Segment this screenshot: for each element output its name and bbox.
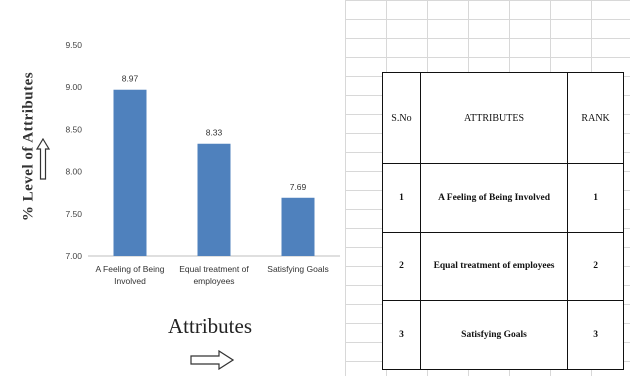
cell-rank: 2: [567, 231, 624, 302]
y-tick-label: 7.00: [65, 251, 82, 261]
y-tick-label: 9.50: [65, 40, 82, 50]
data-label: 8.97: [122, 74, 139, 84]
table-row: 1 A Feeling of Being Involved 1: [382, 163, 624, 233]
bar-chart: 7.00 7.50 8.00 8.50 9.00 9.50 8.97 A Feeling of…: [65, 40, 340, 286]
table-row: 2 Equal treatment of employees 2: [382, 231, 624, 302]
cell-rank: 1: [567, 163, 624, 233]
y-tick-label: 8.00: [65, 167, 82, 177]
table-row: 3 Satisfying Goals 3: [382, 300, 624, 370]
y-tick-label: 8.50: [65, 124, 82, 134]
header-sno: S.No: [382, 72, 421, 164]
bar: [197, 143, 231, 256]
data-label: 7.69: [290, 182, 307, 192]
cell-rank: 3: [567, 300, 624, 370]
cell-sno: 3: [382, 300, 421, 370]
header-attributes: ATTRIBUTES: [419, 72, 569, 164]
x-tick-label: employees: [193, 276, 234, 286]
x-tick-label: Equal treatment of: [179, 264, 249, 274]
x-axis-title: Attributes: [168, 314, 252, 338]
cell-attribute: Satisfying Goals: [419, 300, 569, 370]
cell-sno: 2: [382, 231, 421, 302]
rank-table-container: S.No ATTRIBUTES RANK 1 A Feeling of Bein…: [382, 72, 624, 370]
x-tick-label: Involved: [114, 276, 146, 286]
y-tick-label: 9.00: [65, 82, 82, 92]
y-axis-title: % Level of Attributes: [20, 71, 37, 222]
x-tick-label: A Feeling of Being: [96, 264, 165, 274]
y-tick-label: 7.50: [65, 209, 82, 219]
data-label: 8.33: [206, 128, 223, 138]
bar: [113, 89, 147, 257]
rank-table: S.No ATTRIBUTES RANK 1 A Feeling of Bein…: [382, 72, 624, 370]
x-tick-label: Satisfying Goals: [267, 264, 328, 274]
up-arrow-outline-icon: [36, 138, 50, 180]
table-header-row: S.No ATTRIBUTES RANK: [382, 72, 624, 164]
header-rank: RANK: [567, 72, 624, 164]
right-arrow-outline-icon: [190, 350, 234, 370]
cell-attribute: A Feeling of Being Involved: [419, 163, 569, 233]
cell-attribute: Equal treatment of employees: [419, 231, 569, 302]
bar: [281, 197, 315, 256]
cell-sno: 1: [382, 163, 421, 233]
